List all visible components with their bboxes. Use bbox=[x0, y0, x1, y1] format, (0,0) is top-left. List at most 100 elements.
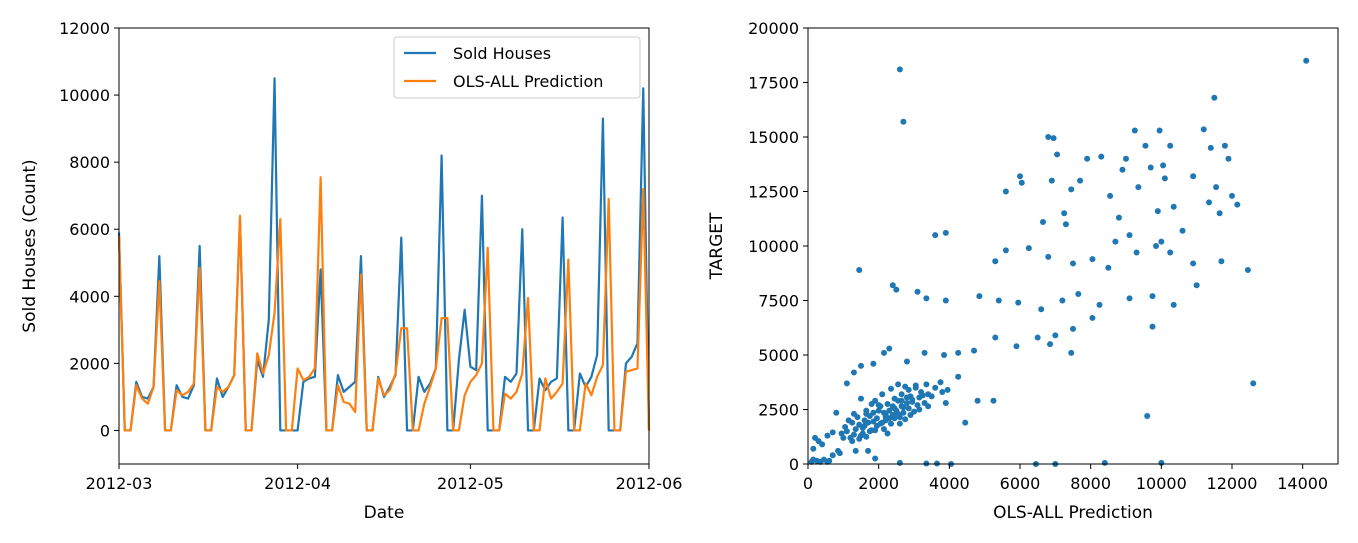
scatter-point bbox=[1045, 253, 1052, 260]
scatter-point bbox=[1047, 341, 1054, 348]
scatter-point bbox=[1096, 301, 1103, 308]
scatter-point bbox=[888, 385, 895, 392]
scatter-point bbox=[893, 286, 900, 293]
left-y-tick-label: 4000 bbox=[69, 287, 110, 306]
scatter-point bbox=[1123, 155, 1129, 162]
scatter-point bbox=[829, 452, 836, 459]
scatter-point bbox=[1089, 314, 1096, 321]
scatter-point bbox=[1018, 179, 1025, 186]
scatter-point bbox=[1135, 184, 1142, 191]
line-series-sold-houses bbox=[117, 77, 651, 432]
right-y-tick-label: 5000 bbox=[758, 346, 799, 365]
left-y-tick-label: 6000 bbox=[69, 220, 110, 239]
scatter-point bbox=[1170, 301, 1177, 308]
scatter-point bbox=[1002, 188, 1009, 195]
scatter-point bbox=[944, 386, 951, 393]
scatter-point bbox=[889, 282, 896, 289]
scatter-point bbox=[898, 403, 905, 410]
scatter-point bbox=[842, 423, 849, 430]
scatter-point bbox=[937, 379, 944, 386]
scatter-point bbox=[824, 432, 831, 439]
left-x-axis-label: Date bbox=[364, 503, 405, 523]
scatter-point bbox=[1107, 192, 1114, 199]
scatter-point bbox=[858, 362, 864, 369]
scatter-point bbox=[872, 455, 879, 462]
scatter-point bbox=[1068, 186, 1075, 193]
left-x-tick-label: 2012-06 bbox=[616, 474, 683, 493]
scatter-point bbox=[1218, 258, 1225, 265]
scatter-point bbox=[1089, 256, 1096, 263]
scatter-point bbox=[1190, 173, 1197, 180]
scatter-point bbox=[1059, 297, 1066, 304]
scatter-point bbox=[1126, 295, 1133, 302]
scatter-point bbox=[1154, 208, 1161, 215]
scatter-point bbox=[974, 397, 981, 404]
scatter-point bbox=[896, 459, 903, 466]
scatter-point bbox=[1068, 349, 1075, 356]
scatter-point bbox=[1105, 264, 1112, 271]
scatter-point bbox=[1144, 413, 1151, 420]
scatter-point bbox=[1045, 134, 1052, 140]
right-x-tick-label: 14000 bbox=[1277, 474, 1328, 493]
scatter-point bbox=[1158, 238, 1165, 245]
scatter-point bbox=[1229, 192, 1235, 199]
scatter-point bbox=[905, 405, 912, 412]
scatter-point bbox=[859, 430, 866, 437]
right-x-tick-label: 12000 bbox=[1207, 474, 1258, 493]
scatter-point bbox=[1115, 214, 1122, 221]
scatter-point bbox=[1050, 135, 1057, 142]
scatter-point bbox=[903, 358, 910, 365]
scatter-point bbox=[1190, 260, 1197, 267]
right-plot-frame bbox=[807, 27, 1339, 465]
right-x-axis-label: OLS-ALL Prediction bbox=[993, 503, 1153, 523]
scatter-point bbox=[1013, 343, 1020, 350]
scatter-point bbox=[955, 349, 962, 356]
scatter-point bbox=[1250, 380, 1257, 387]
scatter-point bbox=[880, 426, 887, 433]
scatter-point bbox=[1039, 219, 1046, 226]
scatter-point bbox=[909, 396, 916, 403]
right-y-tick-label: 17500 bbox=[748, 74, 799, 93]
scatter-point bbox=[870, 360, 877, 367]
scatter-point bbox=[923, 295, 930, 302]
scatter-point bbox=[1200, 126, 1207, 133]
scatter-point bbox=[895, 397, 902, 404]
scatter-point bbox=[875, 402, 882, 409]
scatter-point bbox=[884, 401, 891, 408]
scatter-point bbox=[995, 297, 1002, 304]
scatter-point bbox=[850, 410, 857, 417]
scatter-point bbox=[895, 381, 902, 388]
scatter-point bbox=[928, 393, 935, 400]
scatter-point bbox=[833, 409, 840, 416]
scatter-point bbox=[916, 406, 923, 413]
scatter-point bbox=[971, 347, 978, 354]
scatter-point bbox=[1206, 199, 1213, 206]
scatter-point bbox=[900, 118, 907, 125]
scatter-point bbox=[891, 405, 898, 412]
right-x-tick-label: 0 bbox=[803, 474, 813, 493]
scatter-point bbox=[1084, 155, 1091, 162]
left-y-axis: 0 2000 4000 6000 8000 10000 12000 bbox=[59, 19, 119, 440]
scatter-point bbox=[955, 373, 962, 380]
left-x-tick-label: 2012-03 bbox=[86, 474, 153, 493]
scatter-point bbox=[992, 334, 999, 341]
scatter-point bbox=[882, 414, 889, 421]
scatter-point bbox=[903, 399, 910, 406]
left-y-axis-label: Sold Houses (Count) bbox=[20, 159, 40, 332]
scatter-point bbox=[845, 417, 852, 424]
scatter-point bbox=[1244, 266, 1251, 273]
scatter-point bbox=[858, 395, 864, 402]
scatter-point bbox=[896, 66, 903, 73]
scatter-point bbox=[1211, 94, 1218, 101]
scatter-point bbox=[1048, 177, 1055, 184]
scatter-point bbox=[856, 266, 863, 273]
scatter-point bbox=[1167, 249, 1174, 256]
scatter-point bbox=[870, 418, 877, 425]
scatter-point bbox=[1075, 290, 1082, 297]
legend: Sold Houses OLS-ALL Prediction bbox=[393, 36, 641, 99]
scatter-point bbox=[1070, 325, 1076, 332]
scatter-points-group bbox=[808, 57, 1310, 467]
scatter-point bbox=[932, 384, 939, 391]
left-y-tick-label: 12000 bbox=[59, 19, 110, 38]
